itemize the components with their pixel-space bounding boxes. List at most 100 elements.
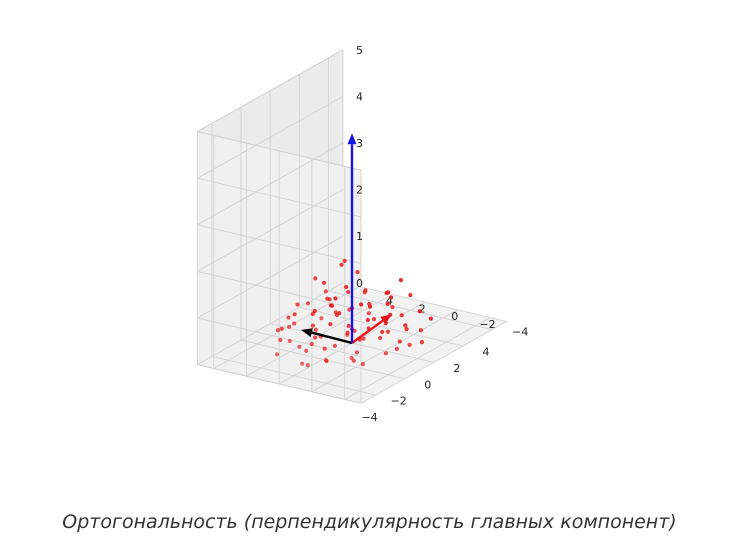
data-point <box>275 352 280 357</box>
data-point <box>366 311 371 316</box>
data-point <box>297 344 302 349</box>
data-point <box>385 329 391 334</box>
grid-line <box>197 177 362 218</box>
data-point <box>378 335 383 341</box>
data-point <box>286 315 291 320</box>
x-tick-label: 4 <box>483 346 490 359</box>
vector-arrowhead-0 <box>380 314 392 325</box>
data-point <box>339 262 344 267</box>
tick-labels: −4 −2 0 2 4 −4 −2 0 2 4 0 1 2 3 4 5 <box>356 44 528 424</box>
x-tick-label: −4 <box>361 411 377 424</box>
data-point <box>355 270 360 275</box>
z-tick-label: 4 <box>356 90 363 103</box>
data-point <box>310 311 315 317</box>
z-tick-label: 2 <box>356 184 363 197</box>
data-point <box>394 346 399 351</box>
data-point <box>346 323 351 328</box>
y-tick-label: 2 <box>419 302 426 315</box>
data-point <box>323 358 329 363</box>
data-point <box>362 290 367 295</box>
data-point <box>386 290 391 295</box>
data-point <box>342 258 347 263</box>
data-point <box>347 307 352 312</box>
data-point <box>304 348 309 353</box>
data-point <box>418 328 423 333</box>
data-point <box>287 338 292 344</box>
data-point <box>333 310 338 315</box>
grid-line <box>197 142 344 226</box>
z-tick-label: 0 <box>356 277 363 290</box>
data-point <box>300 361 305 366</box>
vector-arrowhead-1 <box>301 328 313 337</box>
y-tick-label: −2 <box>479 318 495 331</box>
grid-line <box>197 131 362 171</box>
data-point <box>385 301 390 306</box>
data-point <box>275 328 281 333</box>
data-point <box>295 302 300 307</box>
figure-caption: Ортогональность (перпендикулярность глав… <box>62 511 677 533</box>
data-point <box>419 340 425 345</box>
data-point <box>305 363 310 368</box>
grid-line <box>197 49 344 132</box>
data-point <box>404 327 409 332</box>
z-tick-label: 3 <box>356 137 363 150</box>
data-point <box>310 323 315 328</box>
data-point <box>371 317 377 322</box>
data-point <box>417 309 422 314</box>
grid-line <box>344 317 491 400</box>
data-point <box>329 303 335 308</box>
data-point <box>361 336 366 341</box>
data-point <box>332 343 337 348</box>
data-point <box>403 323 408 328</box>
data-point <box>278 337 283 343</box>
data-point <box>428 316 433 321</box>
data-point <box>398 278 403 283</box>
data-point <box>346 289 351 295</box>
vector-line-0 <box>351 319 384 344</box>
grid-line <box>197 364 362 404</box>
data-point <box>333 296 338 301</box>
grid-line <box>311 309 458 393</box>
data-point <box>399 313 404 318</box>
data-point <box>279 326 284 331</box>
data-point <box>345 332 350 337</box>
data-point <box>287 324 292 329</box>
data-point <box>380 329 385 335</box>
grid-line <box>197 282 344 365</box>
principal-component-vectors <box>301 133 392 345</box>
x-tick-label: 0 <box>424 378 431 391</box>
data-point <box>305 301 311 306</box>
data-point <box>292 312 297 317</box>
data-point <box>313 335 318 340</box>
vector-line-1 <box>311 331 353 345</box>
y-tick-label: −4 <box>512 326 528 339</box>
data-point <box>390 305 395 310</box>
grid-line <box>197 189 344 272</box>
data-point <box>407 342 412 347</box>
z-tick-label: 5 <box>356 44 363 57</box>
data-point <box>309 341 314 347</box>
data-point <box>359 302 364 307</box>
data-point <box>321 280 327 285</box>
x-tick-label: 2 <box>453 362 460 375</box>
data-point <box>408 293 413 298</box>
data-point <box>344 284 349 290</box>
data-point <box>365 317 370 323</box>
y-tick-label: 0 <box>451 310 458 323</box>
grid-line <box>197 235 344 319</box>
data-point <box>328 322 333 327</box>
x-tick-label: −2 <box>391 395 407 408</box>
data-point <box>367 304 373 309</box>
data-point <box>389 295 394 300</box>
data-point <box>383 351 388 356</box>
data-point <box>319 316 324 321</box>
data-point <box>322 346 327 351</box>
data-point <box>313 327 318 332</box>
data-point <box>397 339 402 344</box>
y-tick-label: 4 <box>386 295 393 308</box>
data-point <box>325 296 330 301</box>
grid-line <box>197 224 362 264</box>
data-point <box>313 276 318 281</box>
data-point <box>337 311 342 316</box>
data-point <box>292 321 297 326</box>
